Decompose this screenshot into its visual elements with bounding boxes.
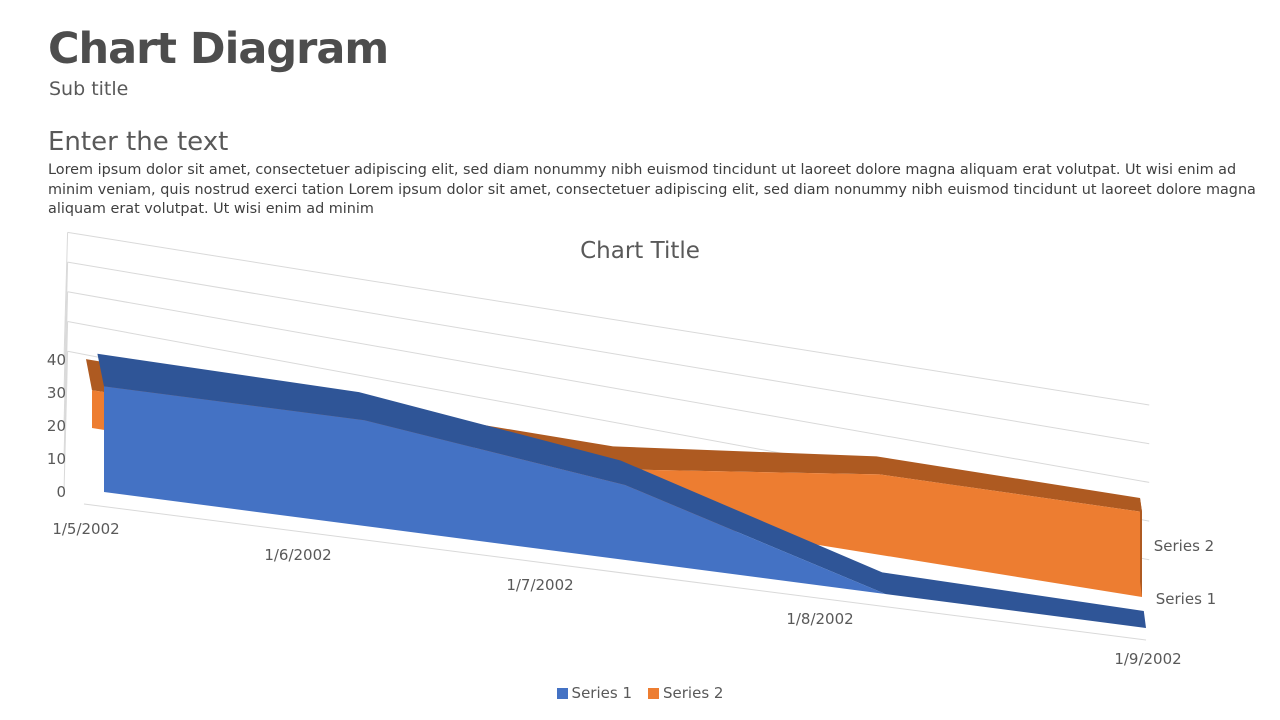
legend-label-series-2: Series 2 [663,684,724,702]
legend-item-series-2[interactable]: Series 2 [648,684,723,702]
y-tick-label: 20 [47,417,66,435]
gridline-side [63,351,69,493]
x-tick-label: 1/7/2002 [506,576,573,594]
legend-item-series-1[interactable]: Series 1 [556,684,632,702]
x-tick-label: 1/5/2002 [52,520,119,538]
page-subtitle: Sub title [49,78,129,100]
y-tick-label: 30 [47,384,66,402]
gridline [67,291,1150,483]
legend-swatch-series-1 [556,687,568,699]
gridline-side [63,232,69,361]
legend-swatch-series-2 [648,687,659,699]
gridline [67,261,1150,445]
depth-axis-label: Series 1 [1156,590,1216,608]
gridline-side [63,291,69,427]
x-tick-label: 1/8/2002 [786,610,853,628]
gridline-side [63,262,69,394]
legend-label-series-1: Series 1 [571,684,632,702]
gridline-side [63,321,69,460]
section-heading: Enter the text [48,127,229,157]
y-tick-label: 0 [56,483,66,501]
body-paragraph: Lorem ipsum dolor sit amet, consectetuer… [48,162,1256,217]
chart-legend: Series 1 Series 2 [0,684,1280,702]
x-axis-line [83,503,1147,641]
series-1-area-top [97,353,1146,628]
y-tick-label: 10 [47,450,66,468]
page-title: Chart Diagram [48,24,389,74]
y-tick-label: 40 [47,351,66,369]
depth-axis-label: Series 2 [1154,537,1214,555]
series-2-area-top [86,359,1142,512]
chart-title: Chart Title [580,238,700,264]
gridline [67,231,1150,406]
x-tick-label: 1/9/2002 [1114,650,1181,668]
x-tick-label: 1/6/2002 [264,546,331,564]
series-1-area-front [104,386,1146,628]
series-2-area-side [1140,498,1142,597]
